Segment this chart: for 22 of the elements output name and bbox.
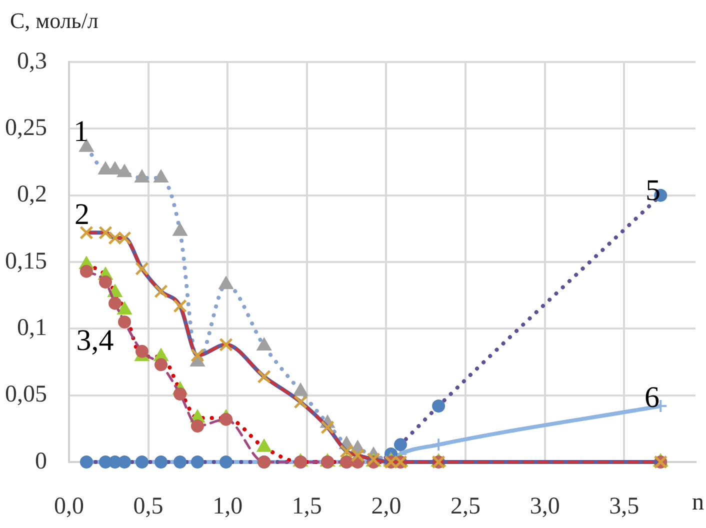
x-axis-title: n bbox=[692, 489, 704, 516]
annotation: 2 bbox=[74, 198, 90, 231]
y-tick-label: 0,15 bbox=[5, 248, 47, 274]
x-tick-label: 3,0 bbox=[530, 494, 560, 520]
annotation: 1 bbox=[74, 114, 88, 148]
y-tick-label: 0 bbox=[35, 448, 47, 474]
x-tick-label: 2,5 bbox=[450, 494, 481, 520]
x-tick-label: 0,5 bbox=[133, 494, 164, 520]
y-tick-label: 0,3 bbox=[17, 48, 47, 74]
y-tick-label: 0,1 bbox=[17, 314, 47, 341]
annotation: 6 bbox=[644, 380, 660, 414]
y-tick-label: 0,2 bbox=[17, 182, 47, 208]
annotation: 3,4 bbox=[76, 324, 114, 357]
x-tick-label: 0,0 bbox=[54, 494, 84, 520]
y-axis-title: C, моль/л bbox=[10, 8, 98, 33]
x-tick-label: 1,5 bbox=[292, 494, 322, 520]
x-tick-label: 1,0 bbox=[212, 494, 243, 520]
x-tick-label: 2,0 bbox=[371, 494, 402, 520]
y-tick-label: 0,25 bbox=[5, 114, 47, 141]
annotation: 5 bbox=[646, 174, 660, 207]
x-tick-label: 3,5 bbox=[609, 494, 640, 520]
y-tick-label: 0,05 bbox=[5, 382, 47, 408]
